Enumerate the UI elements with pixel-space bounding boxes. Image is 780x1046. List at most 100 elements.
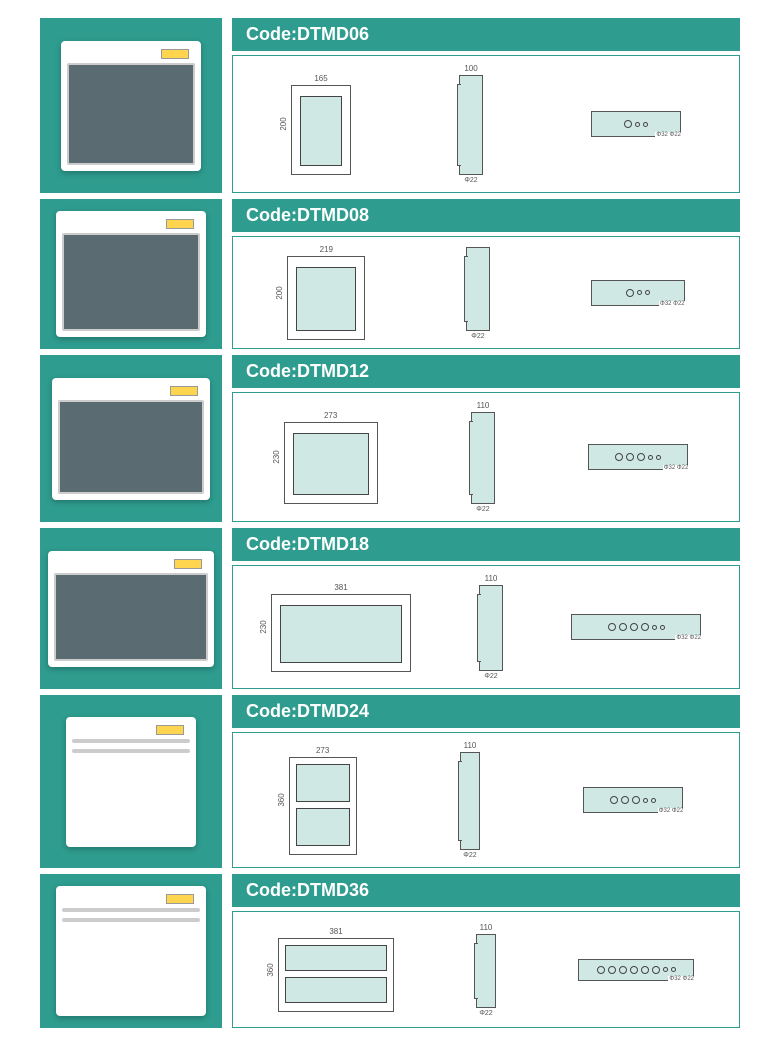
height-dimension: 360 (277, 793, 286, 806)
front-view-window (293, 433, 369, 495)
height-dimension: 200 (279, 117, 288, 130)
catalog-row: Code:DTMD18381230110Φ22Φ32 Φ22 (40, 528, 740, 689)
width-dimension: 381 (334, 583, 347, 592)
depth-dimension: 110 (464, 741, 477, 750)
top-view-group: Φ32 Φ22 (588, 444, 688, 470)
code-header: Code:DTMD36 (232, 874, 740, 907)
width-dimension: 381 (329, 927, 342, 936)
product-photo (66, 717, 196, 847)
knockout-hole-icon (608, 623, 616, 631)
width-dimension: 273 (316, 746, 329, 755)
side-knockout-label: Φ22 (484, 673, 497, 680)
enclosure-window (62, 908, 200, 912)
knockout-hole-icon (648, 455, 653, 460)
side-view-group: 100Φ22 (459, 64, 483, 184)
product-photo (56, 211, 206, 337)
code-value: DTMD12 (297, 361, 369, 381)
side-view-group: Φ22 (466, 245, 490, 340)
spec-panel: Code:DTMD12273230110Φ22Φ32 Φ22 (232, 355, 740, 522)
knockout-hole-icon (597, 966, 605, 974)
spec-panel: Code:DTMD06165200100Φ22Φ32 Φ22 (232, 18, 740, 193)
depth-dimension: 110 (485, 574, 498, 583)
catalog-row: Code:DTMD36381360110Φ22Φ32 Φ22 (40, 874, 740, 1028)
knockout-label: Φ32 Φ22 (668, 976, 695, 982)
side-view (460, 752, 480, 850)
code-value: DTMD06 (297, 24, 369, 44)
depth-dimension: 110 (477, 401, 490, 410)
side-view (471, 412, 495, 504)
code-value: DTMD08 (297, 205, 369, 225)
knockout-label: Φ32 Φ22 (659, 301, 686, 307)
front-view (291, 85, 351, 175)
side-knockout-label: Φ22 (479, 1010, 492, 1017)
knockout-label: Φ32 Φ22 (658, 808, 685, 814)
spec-panel: Code:DTMD08 219200 Φ22 Φ32 Φ22 (232, 199, 740, 349)
spec-panel: Code:DTMD36381360110Φ22Φ32 Φ22 (232, 874, 740, 1028)
catalog-row: Code:DTMD08 219200 Φ22 Φ32 Φ22 (40, 199, 740, 349)
code-header: Code:DTMD08 (232, 199, 740, 232)
warning-label-icon (174, 559, 202, 569)
knockout-hole-icon (652, 966, 660, 974)
code-header: Code:DTMD12 (232, 355, 740, 388)
front-view-window (296, 808, 350, 846)
knockout-hole-icon (632, 796, 640, 804)
knockout-label: Φ32 Φ22 (655, 132, 682, 138)
top-view-group: Φ32 Φ22 (591, 111, 681, 137)
knockout-hole-icon (626, 453, 634, 461)
knockout-hole-icon (660, 625, 665, 630)
product-photo-panel (40, 695, 222, 868)
depth-dimension: 100 (464, 64, 477, 73)
code-header: Code:DTMD18 (232, 528, 740, 561)
warning-label-icon (156, 725, 184, 735)
side-view-group: 110Φ22 (471, 401, 495, 513)
warning-label-icon (166, 894, 194, 904)
product-photo (52, 378, 210, 500)
side-knockout-label: Φ22 (471, 333, 484, 340)
code-prefix: Code: (246, 880, 297, 900)
side-view-group: 110Φ22 (476, 923, 496, 1017)
top-view-group: Φ32 Φ22 (591, 280, 685, 306)
knockout-hole-icon (643, 122, 648, 127)
product-photo (48, 551, 214, 667)
top-view: Φ32 Φ22 (583, 787, 683, 813)
side-view (476, 934, 496, 1008)
height-dimension: 230 (272, 450, 281, 463)
catalog-row: Code:DTMD06165200100Φ22Φ32 Φ22 (40, 18, 740, 193)
front-view-window (300, 96, 342, 166)
knockout-hole-icon (619, 966, 627, 974)
knockout-hole-icon (621, 796, 629, 804)
technical-drawings: 273230110Φ22Φ32 Φ22 (232, 392, 740, 522)
top-view-group: Φ32 Φ22 (583, 787, 683, 813)
knockout-hole-icon (610, 796, 618, 804)
enclosure-window (62, 233, 200, 331)
knockout-hole-icon (641, 966, 649, 974)
knockout-hole-icon (630, 966, 638, 974)
front-view-group: 219200 (287, 245, 365, 340)
width-dimension: 165 (314, 74, 327, 83)
top-view-group: Φ32 Φ22 (571, 614, 701, 640)
enclosure-window-stack (62, 908, 200, 922)
warning-label-icon (161, 49, 189, 59)
knockout-hole-icon (643, 798, 648, 803)
code-prefix: Code: (246, 361, 297, 381)
top-view: Φ32 Φ22 (591, 111, 681, 137)
knockout-hole-icon (663, 967, 668, 972)
top-view: Φ32 Φ22 (571, 614, 701, 640)
warning-label-icon (170, 386, 198, 396)
front-view-group: 273230 (284, 411, 378, 504)
spec-panel: Code:DTMD24273360110Φ22Φ32 Φ22 (232, 695, 740, 868)
width-dimension: 273 (324, 411, 337, 420)
side-view (466, 247, 490, 331)
code-prefix: Code: (246, 701, 297, 721)
side-view-group: 110Φ22 (460, 741, 480, 859)
knockout-hole-icon (641, 623, 649, 631)
front-view-window (285, 977, 387, 1003)
knockout-hole-icon (624, 120, 632, 128)
knockout-hole-icon (619, 623, 627, 631)
front-view-window (296, 764, 350, 802)
side-view (479, 585, 503, 671)
top-view: Φ32 Φ22 (578, 959, 694, 981)
knockout-hole-icon (651, 798, 656, 803)
catalog-row: Code:DTMD24273360110Φ22Φ32 Φ22 (40, 695, 740, 868)
side-view (459, 75, 483, 175)
